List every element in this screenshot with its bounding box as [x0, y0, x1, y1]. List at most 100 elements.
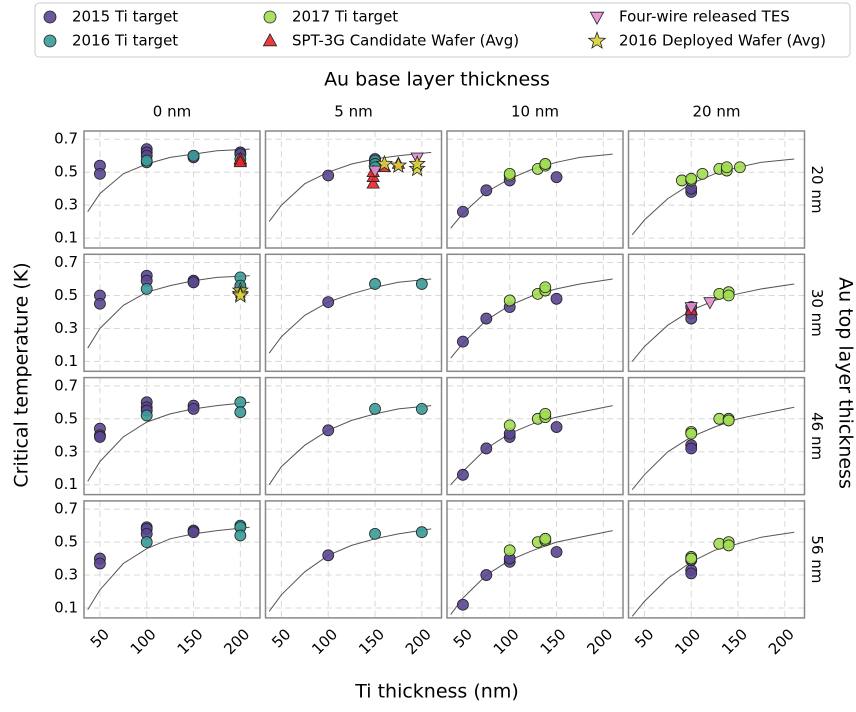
data-point: [94, 431, 105, 442]
column-title: Au base layer thickness: [324, 69, 550, 91]
row-label: 30 nm: [808, 289, 826, 337]
data-point: [457, 206, 468, 217]
y-tick-label: 0.1: [54, 475, 78, 493]
panel: [447, 501, 623, 618]
data-point: [540, 533, 551, 544]
panel-background: [84, 378, 260, 495]
y-tick-label: 0.5: [54, 163, 78, 181]
data-point: [323, 425, 334, 436]
panel: [629, 501, 805, 618]
y-tick-label: 0.7: [54, 130, 78, 148]
data-point: [481, 313, 492, 324]
row-label: 20 nm: [808, 166, 826, 214]
panel-background: [447, 378, 623, 495]
data-point: [141, 410, 152, 421]
panel-background: [447, 131, 623, 248]
panel-background: [266, 254, 442, 371]
data-point: [723, 540, 734, 551]
panel: [84, 131, 260, 248]
y-tick-label: 0.3: [54, 442, 78, 460]
y-axis-label: Critical temperature (K): [11, 262, 33, 487]
column-label: 10 nm: [511, 103, 559, 121]
panel: [266, 254, 442, 371]
data-point: [540, 158, 551, 169]
panel: [266, 501, 442, 618]
panel: [447, 254, 623, 371]
data-point: [481, 570, 492, 581]
y-tick-label: 0.5: [54, 533, 78, 551]
panel-background: [629, 254, 805, 371]
data-point: [416, 278, 427, 289]
data-point: [141, 537, 152, 548]
data-point: [94, 558, 105, 569]
data-point: [416, 403, 427, 414]
x-tick-label: 100: [490, 625, 523, 658]
y-tick-label: 0.3: [54, 566, 78, 584]
panel: [266, 378, 442, 495]
data-point: [551, 546, 562, 557]
panel: [84, 254, 260, 371]
x-tick-label: 50: [450, 625, 476, 651]
x-tick-label: 150: [174, 625, 207, 658]
data-point: [235, 530, 246, 541]
panel-background: [266, 131, 442, 248]
panel: [84, 378, 260, 495]
panel-background: [447, 501, 623, 618]
x-tick-label: 150: [355, 625, 388, 658]
column-label: 20 nm: [693, 103, 741, 121]
panel-background: [266, 501, 442, 618]
x-axis-label: Ti thickness (nm): [354, 681, 519, 703]
legend-marker: [44, 35, 56, 47]
data-point: [235, 397, 246, 408]
data-point: [235, 407, 246, 418]
x-tick-label: 200: [220, 625, 253, 658]
legend-label: 2015 Ti target: [72, 8, 178, 26]
x-tick-label: 150: [718, 625, 751, 658]
x-tick-label: 200: [765, 625, 798, 658]
data-point: [481, 185, 492, 196]
data-point: [504, 420, 515, 431]
legend-marker: [44, 11, 56, 23]
data-point: [323, 170, 334, 181]
data-point: [94, 168, 105, 179]
x-tick-label: 150: [537, 625, 570, 658]
panel: [447, 378, 623, 495]
legend-label: SPT-3G Candidate Wafer (Avg): [292, 32, 519, 50]
data-point: [370, 528, 381, 539]
column-label: 0 nm: [153, 103, 191, 121]
panel-background: [84, 501, 260, 618]
y-tick-label: 0.3: [54, 196, 78, 214]
data-point: [723, 290, 734, 301]
data-point: [721, 162, 732, 173]
data-point: [323, 297, 334, 308]
data-point: [686, 443, 697, 454]
row-title: Au top layer thickness: [835, 277, 856, 489]
data-point: [188, 150, 199, 161]
x-tick-label: 100: [308, 625, 341, 658]
row-label: 56 nm: [808, 535, 826, 583]
y-tick-label: 0.3: [54, 319, 78, 337]
data-point: [141, 283, 152, 294]
panel: [629, 378, 805, 495]
data-point: [481, 443, 492, 454]
data-point: [551, 172, 562, 183]
data-point: [540, 408, 551, 419]
x-tick-label: 200: [583, 625, 616, 658]
data-point: [188, 277, 199, 288]
y-tick-label: 0.7: [54, 253, 78, 271]
y-tick-label: 0.7: [54, 500, 78, 518]
data-point: [370, 278, 381, 289]
data-point: [697, 168, 708, 179]
data-point: [188, 403, 199, 414]
row-label: 46 nm: [808, 412, 826, 460]
data-point: [686, 173, 697, 184]
legend-label: 2016 Deployed Wafer (Avg): [619, 32, 826, 50]
legend-marker: [264, 11, 276, 23]
data-point: [551, 422, 562, 433]
data-point: [416, 527, 427, 538]
data-point: [686, 428, 697, 439]
data-point: [457, 469, 468, 480]
x-tick-label: 200: [402, 625, 435, 658]
data-point: [457, 599, 468, 610]
